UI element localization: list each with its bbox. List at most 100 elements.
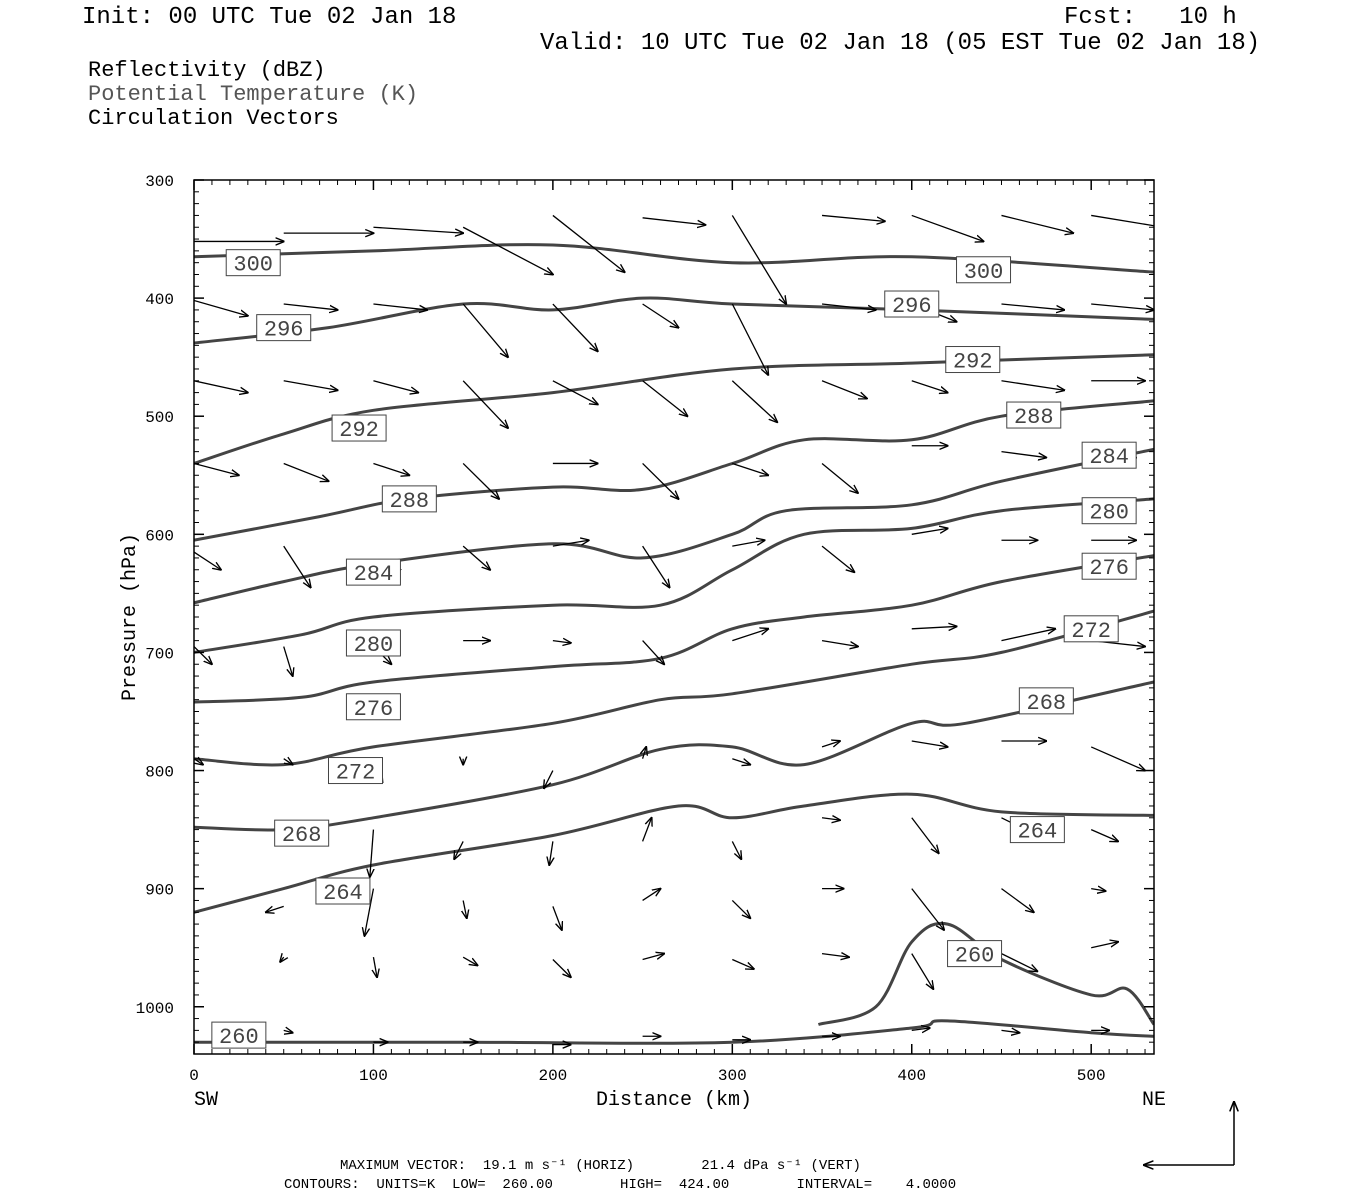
- circulation-vector-6: [731, 215, 786, 304]
- x-tick-label-300: 300: [718, 1067, 747, 1085]
- circulation-vector-3: [462, 226, 553, 274]
- svg-text:272: 272: [1071, 619, 1111, 644]
- circulation-vectors: [194, 214, 1154, 1044]
- circulation-vector-102: [732, 958, 754, 969]
- circulation-vector-82: [731, 841, 741, 859]
- x-tick-label-400: 400: [897, 1067, 926, 1085]
- contour-label-292-4: 292: [331, 414, 387, 443]
- circulation-vector-12: [283, 303, 338, 310]
- y-tick-label-1000: 1000: [136, 1000, 174, 1018]
- theta-contour-272-7: [194, 609, 1154, 767]
- y-tick-label-700: 700: [145, 645, 174, 663]
- circulation-vector-61: [732, 629, 768, 642]
- contour-label-272-15: 272: [1063, 615, 1119, 644]
- theta-contour-268-8: [194, 680, 1154, 832]
- contour-label-292-5: 292: [945, 346, 1001, 375]
- circulation-vector-15: [552, 303, 598, 351]
- contour-label-284-9: 284: [1081, 441, 1137, 470]
- circulation-vector-22: [194, 380, 248, 393]
- svg-text:296: 296: [892, 294, 932, 319]
- circulation-vector-90: [552, 906, 562, 930]
- circulation-vector-97: [280, 957, 284, 962]
- circulation-vector-7: [821, 214, 885, 221]
- circulation-vector-59: [552, 641, 571, 643]
- circulation-vector-101: [642, 954, 665, 961]
- circulation-vector-26: [552, 380, 598, 405]
- circulation-vector-84: [911, 817, 939, 853]
- theta-contour-264-9: [194, 792, 1154, 914]
- circulation-vector-100: [552, 959, 571, 978]
- circulation-vector-106: [1091, 942, 1118, 949]
- reference-vector: [1144, 1102, 1234, 1165]
- circulation-vector-21: [1091, 303, 1154, 310]
- circulation-vector-29: [821, 380, 867, 399]
- circulation-vector-94: [911, 888, 944, 930]
- theta-contours: [194, 243, 1154, 1045]
- contour-label-276-12: 276: [345, 693, 401, 722]
- circulation-vector-81: [641, 818, 652, 842]
- circulation-vector-25: [462, 380, 508, 428]
- circulation-vector-40: [821, 462, 858, 493]
- circulation-vector-4: [552, 214, 625, 272]
- circulation-vector-99: [462, 956, 477, 965]
- circulation-vector-66: [194, 759, 203, 765]
- circulation-vector-95: [1001, 888, 1033, 913]
- circulation-vector-38: [642, 462, 679, 498]
- circulation-vector-78: [370, 829, 374, 877]
- circulation-vector-14: [462, 303, 508, 357]
- svg-text:284: 284: [1089, 445, 1129, 470]
- contour-label-268-16: 268: [274, 819, 330, 848]
- circulation-vector-105: [1001, 953, 1037, 972]
- circulation-vector-73: [821, 741, 840, 747]
- circulation-vector-56: [283, 646, 293, 677]
- contour-label-288-7: 288: [1006, 401, 1062, 430]
- maximum-vector-info: MAXIMUM VECTOR: 19.1 m s⁻¹ (HORIZ) 21.4 …: [340, 1158, 861, 1174]
- contour-label-300-1: 300: [956, 256, 1012, 285]
- svg-text:300: 300: [964, 260, 1004, 285]
- svg-text:292: 292: [339, 418, 379, 443]
- theta-contour-280-5: [194, 497, 1154, 654]
- circulation-vector-39: [732, 462, 768, 475]
- circulation-vector-44: [194, 551, 221, 570]
- circulation-vector-72: [732, 759, 750, 765]
- circulation-vector-50: [732, 540, 764, 547]
- contour-label-280-11: 280: [1081, 497, 1137, 526]
- svg-text:260: 260: [955, 944, 995, 969]
- init-time: Init: 00 UTC Tue 02 Jan 18: [82, 4, 457, 31]
- forecast-hour: Fcst: 10 h: [1064, 4, 1237, 31]
- circulation-vector-11: [194, 299, 248, 315]
- circulation-vector-60: [642, 640, 665, 665]
- contour-label-264-18: 264: [315, 877, 371, 906]
- theta-contour-288-3: [194, 399, 1154, 542]
- circulation-vector-10: [1091, 214, 1154, 227]
- svg-text:300: 300: [233, 253, 273, 278]
- svg-text:264: 264: [1018, 820, 1058, 845]
- circulation-vector-45: [283, 545, 311, 587]
- legend-reflectivity: Reflectivity (dBZ): [88, 58, 326, 83]
- circulation-vector-114: [911, 1028, 930, 1030]
- x-axis-label: Distance (km): [596, 1089, 752, 1112]
- contour-label-260-20: 260: [211, 1021, 267, 1050]
- circulation-vector-104: [911, 953, 934, 989]
- circulation-vector-74: [911, 740, 948, 747]
- circulation-vector-36: [462, 462, 499, 498]
- svg-text:284: 284: [354, 562, 394, 587]
- contour-label-264-19: 264: [1009, 816, 1065, 845]
- x-tick-label-100: 100: [359, 1067, 388, 1085]
- svg-text:276: 276: [1089, 556, 1129, 581]
- svg-text:272: 272: [336, 761, 376, 786]
- circulation-vector-42: [1001, 451, 1046, 458]
- circulation-vector-71: [643, 747, 647, 759]
- svg-text:276: 276: [354, 697, 394, 722]
- contour-labels: 300 300 296 296 292 292 288 288 284 284 280 280 276 2…: [211, 249, 1137, 1050]
- svg-text:264: 264: [323, 881, 363, 906]
- x-tick-label-200: 200: [538, 1067, 567, 1085]
- circulation-vector-33: [194, 462, 239, 475]
- circulation-vector-35: [373, 462, 409, 475]
- circulation-vector-27: [642, 380, 688, 416]
- svg-text:260: 260: [219, 1025, 259, 1050]
- contour-label-296-3: 296: [884, 290, 940, 319]
- circulation-vector-13: [373, 303, 427, 310]
- circulation-vector-55: [194, 646, 212, 665]
